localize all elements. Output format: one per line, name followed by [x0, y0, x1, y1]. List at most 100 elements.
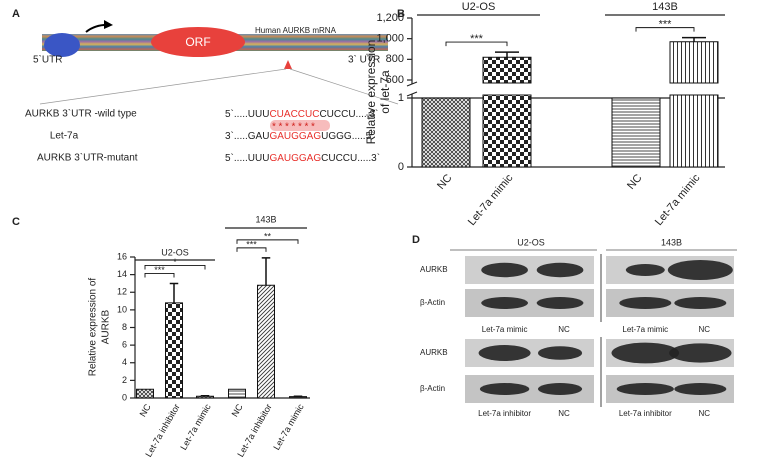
- panel-label: A: [12, 8, 20, 20]
- lane-label: NC: [698, 325, 710, 334]
- orf-label: ORF: [185, 35, 210, 49]
- band: [625, 264, 665, 276]
- band: [611, 342, 680, 364]
- y-tick-label: 0: [398, 161, 404, 173]
- mrna-label: Human AURKB mRNA: [255, 26, 337, 35]
- x-tick-label: NC: [230, 402, 245, 419]
- x-tick-label: NC: [138, 402, 153, 419]
- pair-glow: [270, 120, 330, 131]
- group-label: 143B: [255, 214, 276, 224]
- bar: [611, 97, 661, 168]
- row-label: AURKB 3`UTR -wild type: [25, 108, 137, 120]
- protein-label: AURKB: [420, 348, 448, 357]
- group-label: U2-OS: [161, 247, 189, 257]
- group-label: 143B: [652, 1, 678, 13]
- seq: UGGG.....5`: [321, 130, 374, 142]
- y-tick-label: 1,200: [376, 12, 404, 24]
- blot-group: 143B: [661, 237, 682, 247]
- arrow-head: [104, 20, 113, 29]
- sig-bracket: [236, 239, 299, 244]
- error-bar: [261, 257, 271, 286]
- panel-label: C: [12, 216, 20, 228]
- lane-label: Let-7a mimic: [482, 325, 528, 334]
- band: [481, 262, 528, 278]
- y-tick-label: 16: [117, 251, 127, 261]
- y-tick-label: 8: [122, 322, 127, 332]
- band: [537, 346, 583, 360]
- orf: [151, 27, 245, 57]
- bar: [136, 388, 154, 399]
- pairing: *******: [272, 122, 317, 133]
- band: [669, 343, 732, 363]
- y-tick-label: 2: [122, 375, 127, 385]
- sig-label: ***: [659, 19, 673, 31]
- seq-site: CUACCUC: [269, 109, 319, 120]
- bar: [421, 97, 471, 168]
- bar: [228, 388, 246, 399]
- utr3: 3` UTR: [348, 54, 380, 66]
- bar: [196, 395, 214, 399]
- y-tick-label: 14: [117, 269, 127, 279]
- y-tick-label: 10: [117, 304, 127, 314]
- band: [478, 345, 531, 361]
- y-tick-label: 600: [386, 74, 404, 86]
- sig-label: ***: [246, 239, 257, 249]
- band: [674, 297, 727, 309]
- y-axis-label: of let-7a: [378, 70, 392, 114]
- bar: [289, 396, 307, 399]
- band: [674, 383, 727, 395]
- bar: [257, 284, 275, 399]
- bar: [165, 302, 183, 399]
- seq: CUCCU.....3`: [321, 152, 380, 164]
- seq: 3`.....GAU: [225, 130, 269, 142]
- band: [667, 260, 733, 280]
- blot-group: U2-OS: [517, 237, 545, 247]
- group-label: U2-OS: [462, 1, 496, 13]
- lane-label: NC: [558, 325, 570, 334]
- band: [537, 383, 583, 395]
- band: [616, 383, 674, 395]
- sig-bracket: [445, 41, 508, 47]
- y-tick-label: 6: [122, 340, 127, 350]
- y-axis-label: Relative expression of: [88, 278, 99, 377]
- x-tick-label: Let-7a mimic: [271, 402, 306, 452]
- site: [284, 60, 292, 69]
- seq: CUCCU.....3`: [319, 108, 378, 120]
- band: [536, 297, 584, 309]
- bar: [482, 56, 532, 168]
- sig-bracket: [236, 247, 267, 252]
- seq-site: GAUGGAG: [269, 153, 321, 164]
- band: [619, 297, 672, 309]
- band: [479, 383, 530, 395]
- x-tick-label: NC: [625, 172, 644, 192]
- lane-label: Let-7a inhibitor: [619, 409, 672, 418]
- x-tick-label: Let-7a mimic: [466, 172, 516, 228]
- error-bar: [495, 51, 519, 58]
- y-tick-label: 12: [117, 287, 127, 297]
- blot: U2-OS 143B AURKB β-Actin Let-7a mimic NC Let-7…: [420, 237, 737, 418]
- error-bar: [682, 36, 706, 42]
- protein-label: AURKB: [420, 265, 448, 274]
- sig-label: *: [173, 257, 177, 267]
- lane-label: NC: [698, 409, 710, 418]
- band: [481, 297, 528, 309]
- sig-label: ***: [154, 265, 165, 275]
- lane-label: NC: [558, 409, 570, 418]
- seq: 5`.....UUU: [225, 152, 269, 164]
- row-label: Let-7a: [50, 131, 79, 142]
- error-bar: [169, 282, 179, 303]
- y-tick-label: 1: [398, 92, 404, 104]
- y-axis-label: Relative expression: [364, 40, 378, 145]
- protein-label: β-Actin: [420, 298, 445, 307]
- zoom-lines: [39, 68, 399, 105]
- sig-bracket: [144, 264, 206, 270]
- seq: 5`.....UUU: [225, 108, 269, 120]
- utr5: 5`UTR: [33, 54, 62, 66]
- y-axis-label: AURKB: [101, 309, 112, 344]
- x-tick-label: Let-7a mimic: [178, 402, 213, 452]
- lane-label: Let-7a mimic: [622, 325, 668, 334]
- cap: [44, 33, 80, 57]
- x-tick-label: Let-7a mimic: [653, 172, 703, 228]
- y-tick-label: 800: [386, 53, 404, 65]
